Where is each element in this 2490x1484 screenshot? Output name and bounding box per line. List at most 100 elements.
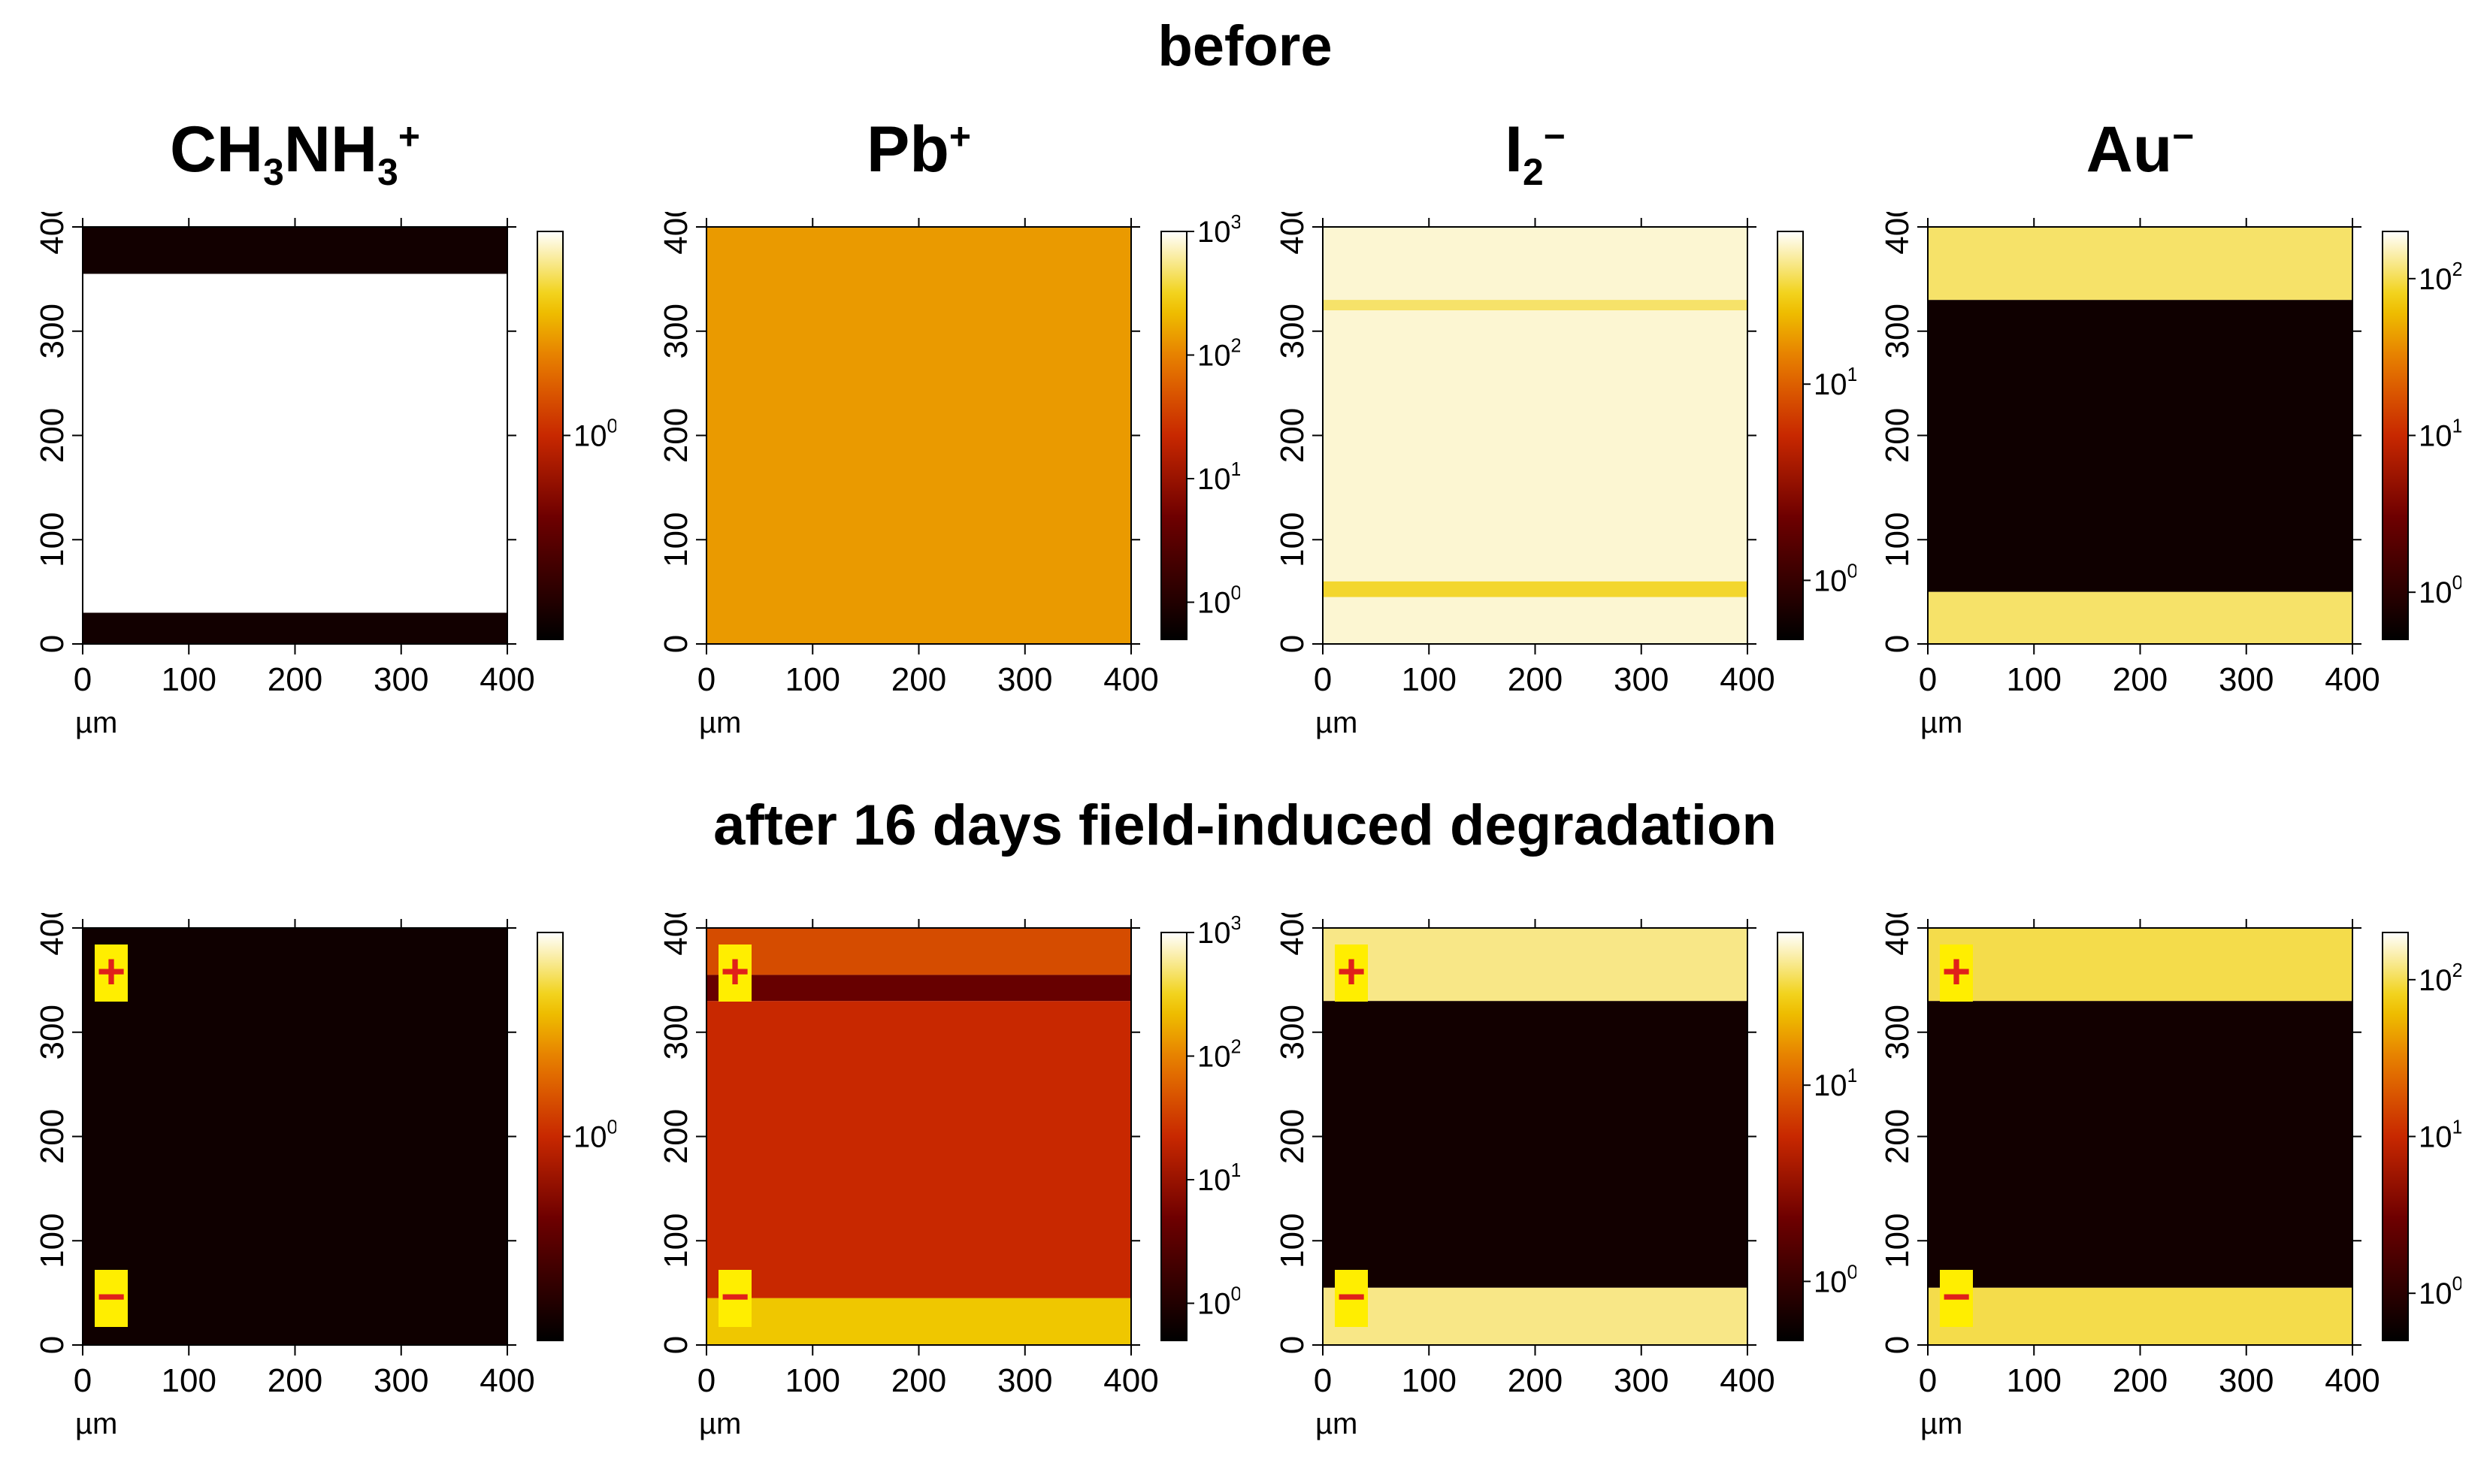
x-tick-label: 0: [74, 661, 92, 698]
row-title-after: after 16 days field-induced degradation: [713, 793, 1777, 857]
y-tick-label: 100: [34, 1213, 71, 1268]
heatmap-panel-7: 0 100 200 300 400 0 100 200 300 400 µm 102 101 100 + −: [1879, 913, 2461, 1440]
y-tick-label: 200: [34, 408, 71, 463]
intensity-region-3: [706, 928, 1131, 975]
x-tick-label: 100: [785, 661, 840, 698]
colorbar-label: 102: [2419, 258, 2461, 296]
plus-electrode-marker: +: [1940, 943, 1973, 1002]
x-tick-label: 200: [1508, 661, 1563, 698]
x-tick-label: 200: [891, 1362, 946, 1399]
plus-electrode-marker: +: [719, 943, 752, 1002]
y-tick-label: 100: [1879, 1213, 1916, 1268]
y-tick-label: 400: [1879, 212, 1916, 255]
colorbar-label: 101: [1197, 458, 1240, 496]
colorbar-label: 103: [1197, 913, 1240, 950]
svg-text:+: +: [1942, 943, 1971, 999]
intensity-region-0: [1928, 1287, 2352, 1345]
y-tick-label: 200: [658, 1109, 694, 1164]
colorbar: [1160, 231, 1188, 640]
y-tick-label: 0: [658, 635, 694, 653]
x-axis-label: µm: [1315, 1407, 1357, 1440]
plus-electrode-marker: +: [95, 943, 128, 1002]
x-axis-label: µm: [1920, 706, 1962, 739]
x-tick-label: 100: [2007, 1362, 2062, 1399]
x-tick-label: 200: [1508, 1362, 1563, 1399]
x-axis-label: µm: [75, 706, 117, 739]
heatmap-panel-4: 0 100 200 300 400 0 100 200 300 400 µm 100 + −: [34, 913, 616, 1440]
x-tick-label: 0: [1919, 661, 1937, 698]
x-tick-label: 300: [1614, 661, 1669, 698]
heatmap-panel-1: 0 100 200 300 400 0 100 200 300 400 µm 103 102 101 100: [658, 212, 1240, 739]
y-tick-label: 400: [1879, 913, 1916, 956]
panel-title-0: CH3NH3+: [169, 113, 421, 194]
y-tick-label: 0: [34, 635, 71, 653]
y-tick-label: 100: [658, 512, 694, 567]
y-tick-label: 400: [658, 212, 694, 255]
y-tick-label: 100: [1274, 1213, 1311, 1268]
y-tick-label: 200: [1274, 408, 1311, 463]
intensity-region-0: [83, 928, 507, 1345]
colorbar: [537, 231, 564, 640]
colorbar-label: 100: [1814, 1260, 1856, 1298]
y-tick-label: 300: [658, 1005, 694, 1059]
colorbar: [2382, 231, 2409, 640]
x-tick-label: 100: [1402, 661, 1457, 698]
x-tick-label: 100: [2007, 661, 2062, 698]
colorbar-label: 101: [1814, 1064, 1856, 1102]
colorbar: [1777, 231, 1804, 640]
panel-title-1: Pb+: [866, 113, 972, 186]
colorbar-label: 100: [2419, 571, 2461, 609]
x-tick-label: 300: [997, 661, 1052, 698]
heatmap-panel-2: 0 100 200 300 400 0 100 200 300 400 µm 101 100: [1274, 212, 1856, 739]
intensity-region-1: [1323, 581, 1747, 597]
x-tick-label: 300: [997, 1362, 1052, 1399]
y-tick-label: 0: [658, 1336, 694, 1354]
y-tick-label: 100: [1879, 512, 1916, 567]
colorbar: [537, 932, 564, 1341]
colorbar: [1160, 932, 1188, 1341]
intensity-region-2: [1928, 928, 2352, 1002]
x-tick-label: 0: [1919, 1362, 1937, 1399]
y-tick-label: 200: [658, 408, 694, 463]
x-tick-label: 400: [2325, 661, 2380, 698]
colorbar-label: 100: [1197, 581, 1240, 619]
x-axis-label: µm: [1920, 1407, 1962, 1440]
x-tick-label: 200: [268, 661, 322, 698]
y-tick-label: 300: [1274, 1005, 1311, 1059]
colorbar-label: 101: [2419, 415, 2461, 453]
intensity-region-0: [706, 227, 1131, 644]
y-tick-label: 400: [1274, 913, 1311, 956]
svg-text:+: +: [721, 943, 750, 999]
intensity-region-2: [83, 227, 507, 274]
x-tick-label: 0: [1314, 661, 1332, 698]
intensity-region-0: [1323, 1287, 1747, 1345]
x-tick-label: 400: [1720, 661, 1774, 698]
x-tick-label: 300: [2219, 1362, 2274, 1399]
colorbar-label: 102: [2419, 959, 2461, 997]
intensity-region-1: [1928, 300, 2352, 592]
x-axis-label: µm: [1315, 706, 1357, 739]
x-axis-label: µm: [75, 1407, 117, 1440]
x-tick-label: 100: [162, 1362, 216, 1399]
y-tick-label: 400: [658, 913, 694, 956]
x-tick-label: 400: [1720, 1362, 1774, 1399]
x-tick-label: 400: [480, 1362, 534, 1399]
plus-electrode-marker: +: [1335, 943, 1368, 1002]
svg-text:−: −: [1337, 1268, 1366, 1324]
colorbar: [2382, 932, 2409, 1341]
x-tick-label: 200: [2113, 1362, 2168, 1399]
x-tick-label: 0: [74, 1362, 92, 1399]
x-tick-label: 100: [162, 661, 216, 698]
heatmap-panel-3: 0 100 200 300 400 0 100 200 300 400 µm 102 101 100: [1879, 212, 2461, 739]
x-tick-label: 0: [697, 1362, 716, 1399]
colorbar-label: 100: [573, 415, 616, 453]
svg-text:+: +: [97, 943, 126, 999]
x-axis-label: µm: [699, 706, 741, 739]
y-tick-label: 300: [1274, 304, 1311, 358]
intensity-region-2: [1928, 227, 2352, 301]
intensity-region-2: [706, 975, 1131, 1002]
minus-electrode-marker: −: [1335, 1268, 1368, 1327]
colorbar-label: 102: [1197, 334, 1240, 372]
x-tick-label: 300: [1614, 1362, 1669, 1399]
